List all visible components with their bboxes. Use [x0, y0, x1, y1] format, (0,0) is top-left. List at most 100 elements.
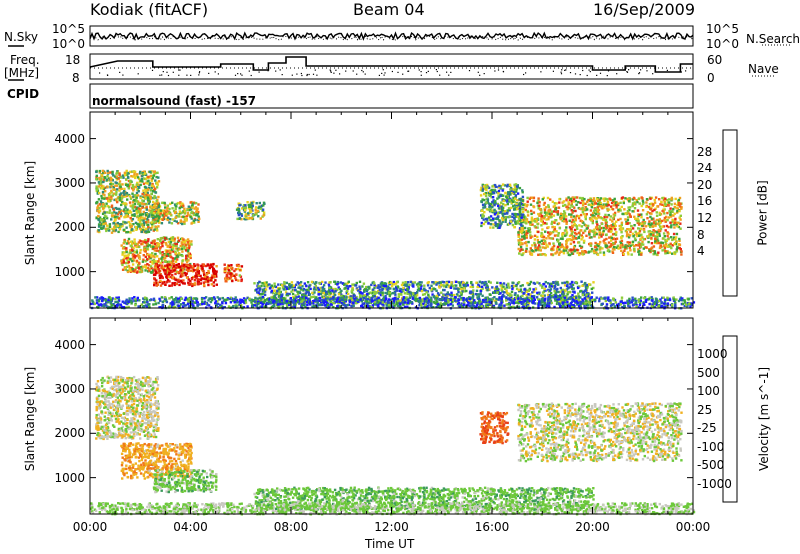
cell: [135, 196, 138, 199]
cell: [567, 203, 570, 206]
cell: [671, 252, 674, 255]
cell: [656, 205, 659, 208]
cell: [148, 209, 151, 212]
cell: [175, 256, 178, 260]
cell: [117, 182, 121, 186]
cell: [157, 176, 160, 179]
cell: [612, 242, 615, 245]
cell: [106, 227, 110, 230]
cell: [664, 240, 667, 244]
cell: [527, 293, 530, 296]
cell: [103, 171, 107, 174]
cell: [146, 223, 150, 227]
cell: [172, 250, 175, 253]
cell: [397, 293, 400, 296]
cell: [571, 287, 574, 290]
cell: [661, 196, 664, 200]
cell: [384, 291, 387, 295]
cell: [583, 229, 587, 232]
cell: [669, 221, 672, 224]
cell: [193, 213, 196, 217]
cell: [560, 250, 563, 253]
cell: [633, 224, 636, 227]
cell: [475, 281, 478, 284]
cell: [545, 243, 548, 246]
cell: [240, 214, 244, 217]
cell: [654, 237, 657, 240]
cell: [632, 235, 635, 238]
cell: [133, 255, 137, 258]
cell: [164, 269, 167, 272]
cell: [550, 215, 553, 219]
cell: [661, 249, 664, 252]
cell: [135, 198, 138, 201]
cell: [570, 202, 573, 205]
cell: [156, 255, 159, 258]
cell: [494, 299, 498, 302]
cell: [142, 248, 146, 252]
cell: [133, 241, 136, 244]
cell: [241, 207, 244, 210]
cell: [137, 253, 140, 257]
cell: [540, 211, 543, 214]
cell: [640, 216, 643, 219]
cell: [329, 286, 333, 289]
cell: [312, 295, 316, 298]
cell: [173, 269, 176, 272]
cell: [351, 283, 354, 286]
cell: [202, 271, 206, 275]
cell: [544, 230, 547, 233]
cell: [105, 215, 108, 218]
cell: [465, 299, 469, 303]
cell: [125, 226, 128, 229]
cell: [189, 269, 193, 272]
cell: [169, 275, 172, 279]
cell: [605, 203, 608, 206]
cell: [541, 296, 544, 299]
cell: [145, 208, 148, 211]
cell: [636, 220, 639, 223]
cell: [534, 249, 537, 252]
cell: [539, 208, 542, 211]
cell: [416, 291, 419, 294]
cell: [497, 189, 501, 193]
cell: [209, 265, 212, 268]
cell: [294, 294, 297, 297]
cell: [215, 275, 218, 278]
cell: [612, 204, 615, 207]
cell: [258, 280, 261, 284]
cell: [203, 284, 206, 288]
cell: [324, 281, 327, 284]
cell: [182, 215, 185, 218]
cell: [596, 198, 599, 201]
cell: [233, 269, 236, 273]
cell: [164, 249, 167, 252]
cell: [142, 191, 146, 195]
cell: [146, 263, 149, 266]
cell: [199, 278, 203, 282]
cell: [596, 223, 599, 226]
cell: [543, 214, 546, 218]
cell: [187, 259, 190, 262]
cell: [171, 218, 175, 221]
cell: [268, 287, 272, 290]
cell: [249, 208, 252, 211]
cell: [542, 235, 546, 239]
cell: [147, 202, 151, 205]
cell: [453, 284, 456, 287]
cell: [171, 273, 174, 277]
cell: [678, 209, 681, 213]
cell: [142, 219, 145, 222]
cell: [137, 265, 140, 268]
cell: [296, 281, 299, 284]
cell: [517, 281, 521, 284]
cell: [671, 238, 674, 242]
cell: [464, 283, 467, 286]
cell: [522, 292, 525, 295]
cell: [676, 221, 680, 225]
cell: [144, 177, 147, 181]
cell: [487, 280, 491, 283]
cell: [137, 185, 140, 188]
cell: [583, 293, 586, 296]
cell: [263, 202, 266, 205]
